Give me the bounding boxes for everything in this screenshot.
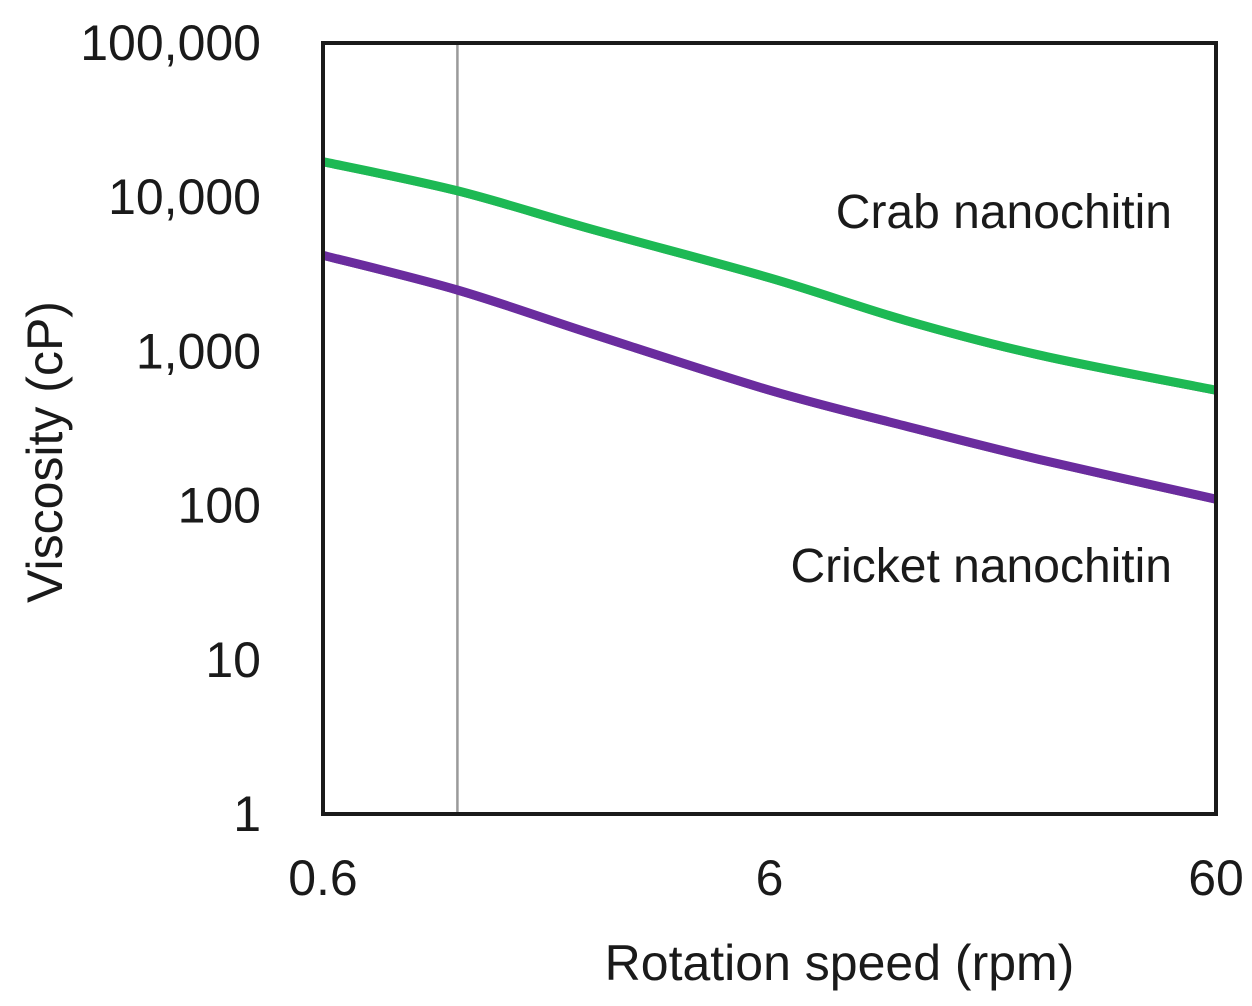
x-axis-title: Rotation speed (rpm) [605, 935, 1075, 991]
y-tick-label: 1 [233, 786, 261, 842]
series-label-cricket: Cricket nanochitin [790, 540, 1172, 593]
series-layer [321, 157, 1217, 504]
y-tick-label: 1,000 [136, 323, 261, 379]
x-tick-label: 60 [1188, 850, 1244, 906]
series-line-crab [322, 157, 1217, 395]
x-tick-labels: 0.6 6 60 [288, 850, 1244, 906]
series-line-cricket [321, 250, 1217, 504]
plot-frame [321, 41, 1218, 816]
y-tick-labels: 1 10 100 1,000 10,000 100,000 [80, 15, 261, 842]
x-tick-label: 0.6 [288, 850, 358, 906]
series-label-crab: Crab nanochitin [836, 186, 1172, 239]
y-axis-title: Viscosity (cP) [17, 301, 73, 603]
y-tick-label: 100,000 [80, 15, 261, 71]
y-tick-label: 10,000 [108, 169, 261, 225]
y-tick-label: 10 [205, 632, 261, 688]
x-tick-label: 6 [756, 850, 784, 906]
y-tick-label: 100 [178, 478, 261, 534]
